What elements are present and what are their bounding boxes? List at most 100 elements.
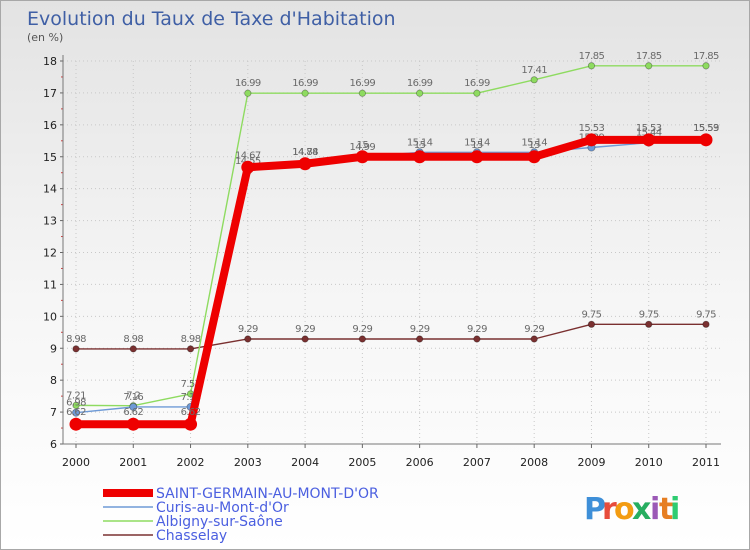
- logo-letter: o: [614, 492, 635, 527]
- data-label: 9.29: [295, 324, 315, 335]
- data-point: [530, 76, 538, 84]
- data-label: 9.29: [410, 324, 430, 335]
- data-label: 15.59: [693, 123, 719, 134]
- data-point: [473, 335, 481, 343]
- data-label: 8.98: [181, 334, 201, 345]
- x-tick-label: 2003: [234, 456, 262, 469]
- x-tick-label: 2006: [406, 456, 434, 469]
- data-point: [702, 62, 710, 70]
- y-tick-label: 13: [43, 215, 57, 228]
- series-line: [75, 65, 706, 407]
- y-tick-label: 18: [43, 55, 57, 68]
- data-point: [355, 150, 369, 164]
- x-tick-label: 2010: [635, 456, 663, 469]
- y-tick-label: 12: [43, 247, 57, 260]
- data-label: 14.78: [292, 147, 318, 158]
- series-2: 6.987.167.1614.5514.8414.9915.1415.1415.…: [66, 123, 720, 417]
- chart-title: Evolution du Taux de Taxe d'Habitation: [27, 8, 396, 30]
- data-label: 6.62: [181, 407, 201, 418]
- x-tick-label: 2002: [177, 456, 205, 469]
- data-label: 17.85: [636, 51, 662, 62]
- grid: [63, 60, 721, 445]
- data-label: 16.99: [292, 78, 318, 89]
- data-point: [416, 89, 424, 97]
- y-tick-label: 10: [43, 310, 57, 323]
- data-point: [244, 89, 252, 97]
- data-label: 9.75: [696, 309, 716, 320]
- data-label: 17.41: [521, 65, 547, 76]
- data-label: 16.99: [464, 78, 490, 89]
- logo-letter: x: [632, 492, 651, 527]
- data-point: [301, 335, 309, 343]
- data-point: [587, 320, 596, 328]
- data-point: [473, 89, 481, 97]
- data-label: 15.14: [521, 137, 547, 148]
- series-line: [75, 137, 707, 414]
- legend: SAINT-GERMAIN-AU-MONT-D'ORCuris-au-Mont-…: [103, 486, 379, 544]
- data-point: [184, 417, 198, 431]
- y-tick-label: 6: [50, 438, 57, 451]
- data-point: [72, 401, 80, 409]
- data-label: 9.29: [524, 324, 544, 335]
- x-tick-label: 2004: [291, 456, 319, 469]
- data-point: [645, 320, 653, 328]
- data-label: 15.53: [579, 123, 605, 134]
- data-point: [301, 89, 309, 97]
- data-label: 8.98: [123, 334, 143, 345]
- data-point: [699, 133, 713, 147]
- data-point: [72, 408, 81, 417]
- data-label: 9.75: [639, 309, 659, 320]
- data-label: 15.53: [693, 123, 719, 134]
- data-label: 15: [357, 140, 369, 151]
- data-label: 15.44: [636, 128, 662, 139]
- data-label: 14.99: [350, 142, 376, 153]
- legend-entry: Albigny-sur-Saône: [156, 514, 283, 530]
- data-point: [527, 150, 541, 164]
- data-point: [129, 402, 138, 411]
- series-3: 6.62 6.62 6.62 14.67 14.78 15 15 15 15 15.53 15.53…: [66, 123, 720, 431]
- x-tick-label: 2001: [119, 456, 147, 469]
- axes: 6 7 8 9 10 11 12 13 14 15 16 17 18 2000 2001 2002 2003 20…: [43, 55, 721, 469]
- data-label: 16.99: [407, 78, 433, 89]
- data-point: [645, 62, 653, 70]
- data-point: [416, 335, 424, 343]
- data-label: 15.53: [636, 123, 662, 134]
- data-label: 7.16: [181, 392, 201, 403]
- data-point: [72, 345, 80, 353]
- y-tick-label: 17: [43, 87, 57, 100]
- data-label: 9.29: [238, 324, 258, 335]
- data-label: 15: [414, 140, 426, 151]
- data-label: 17.85: [693, 51, 719, 62]
- data-point: [244, 335, 252, 343]
- legend-entry: Chasselay: [156, 528, 227, 544]
- x-tick-label: 2007: [463, 456, 491, 469]
- data-label: 15.14: [407, 137, 433, 148]
- y-tick-label: 16: [43, 119, 57, 132]
- data-point: [530, 335, 538, 343]
- data-point: [69, 417, 83, 431]
- series-0: 8.98 8.98 8.98 9.29 9.29 9.29 9.29 9.29 9.29 9.75…: [66, 309, 717, 353]
- data-label: 6.62: [123, 407, 143, 418]
- data-label: 9.29: [352, 324, 372, 335]
- logo-letter: i: [670, 492, 680, 527]
- data-point: [358, 89, 366, 97]
- logo-letter: P: [584, 492, 606, 527]
- data-label: 7.16: [123, 392, 143, 403]
- y-tick-label: 8: [50, 374, 57, 387]
- data-label: 7.2: [126, 391, 140, 402]
- data-point: [642, 133, 656, 147]
- y-tick-label: 15: [43, 151, 57, 164]
- x-tick-label: 2009: [577, 456, 605, 469]
- data-point: [126, 417, 140, 431]
- data-label: 15: [528, 140, 540, 151]
- x-tick-label: 2008: [520, 456, 548, 469]
- legend-entry: SAINT-GERMAIN-AU-MONT-D'OR: [156, 486, 379, 502]
- y-tick-label: 14: [43, 183, 57, 196]
- data-point: [129, 345, 137, 353]
- series-line: [76, 323, 706, 350]
- x-tick-label: 2011: [692, 456, 720, 469]
- legend-entry: Curis-au-Mont-d'Or: [156, 500, 289, 516]
- y-tick-label: 9: [50, 342, 57, 355]
